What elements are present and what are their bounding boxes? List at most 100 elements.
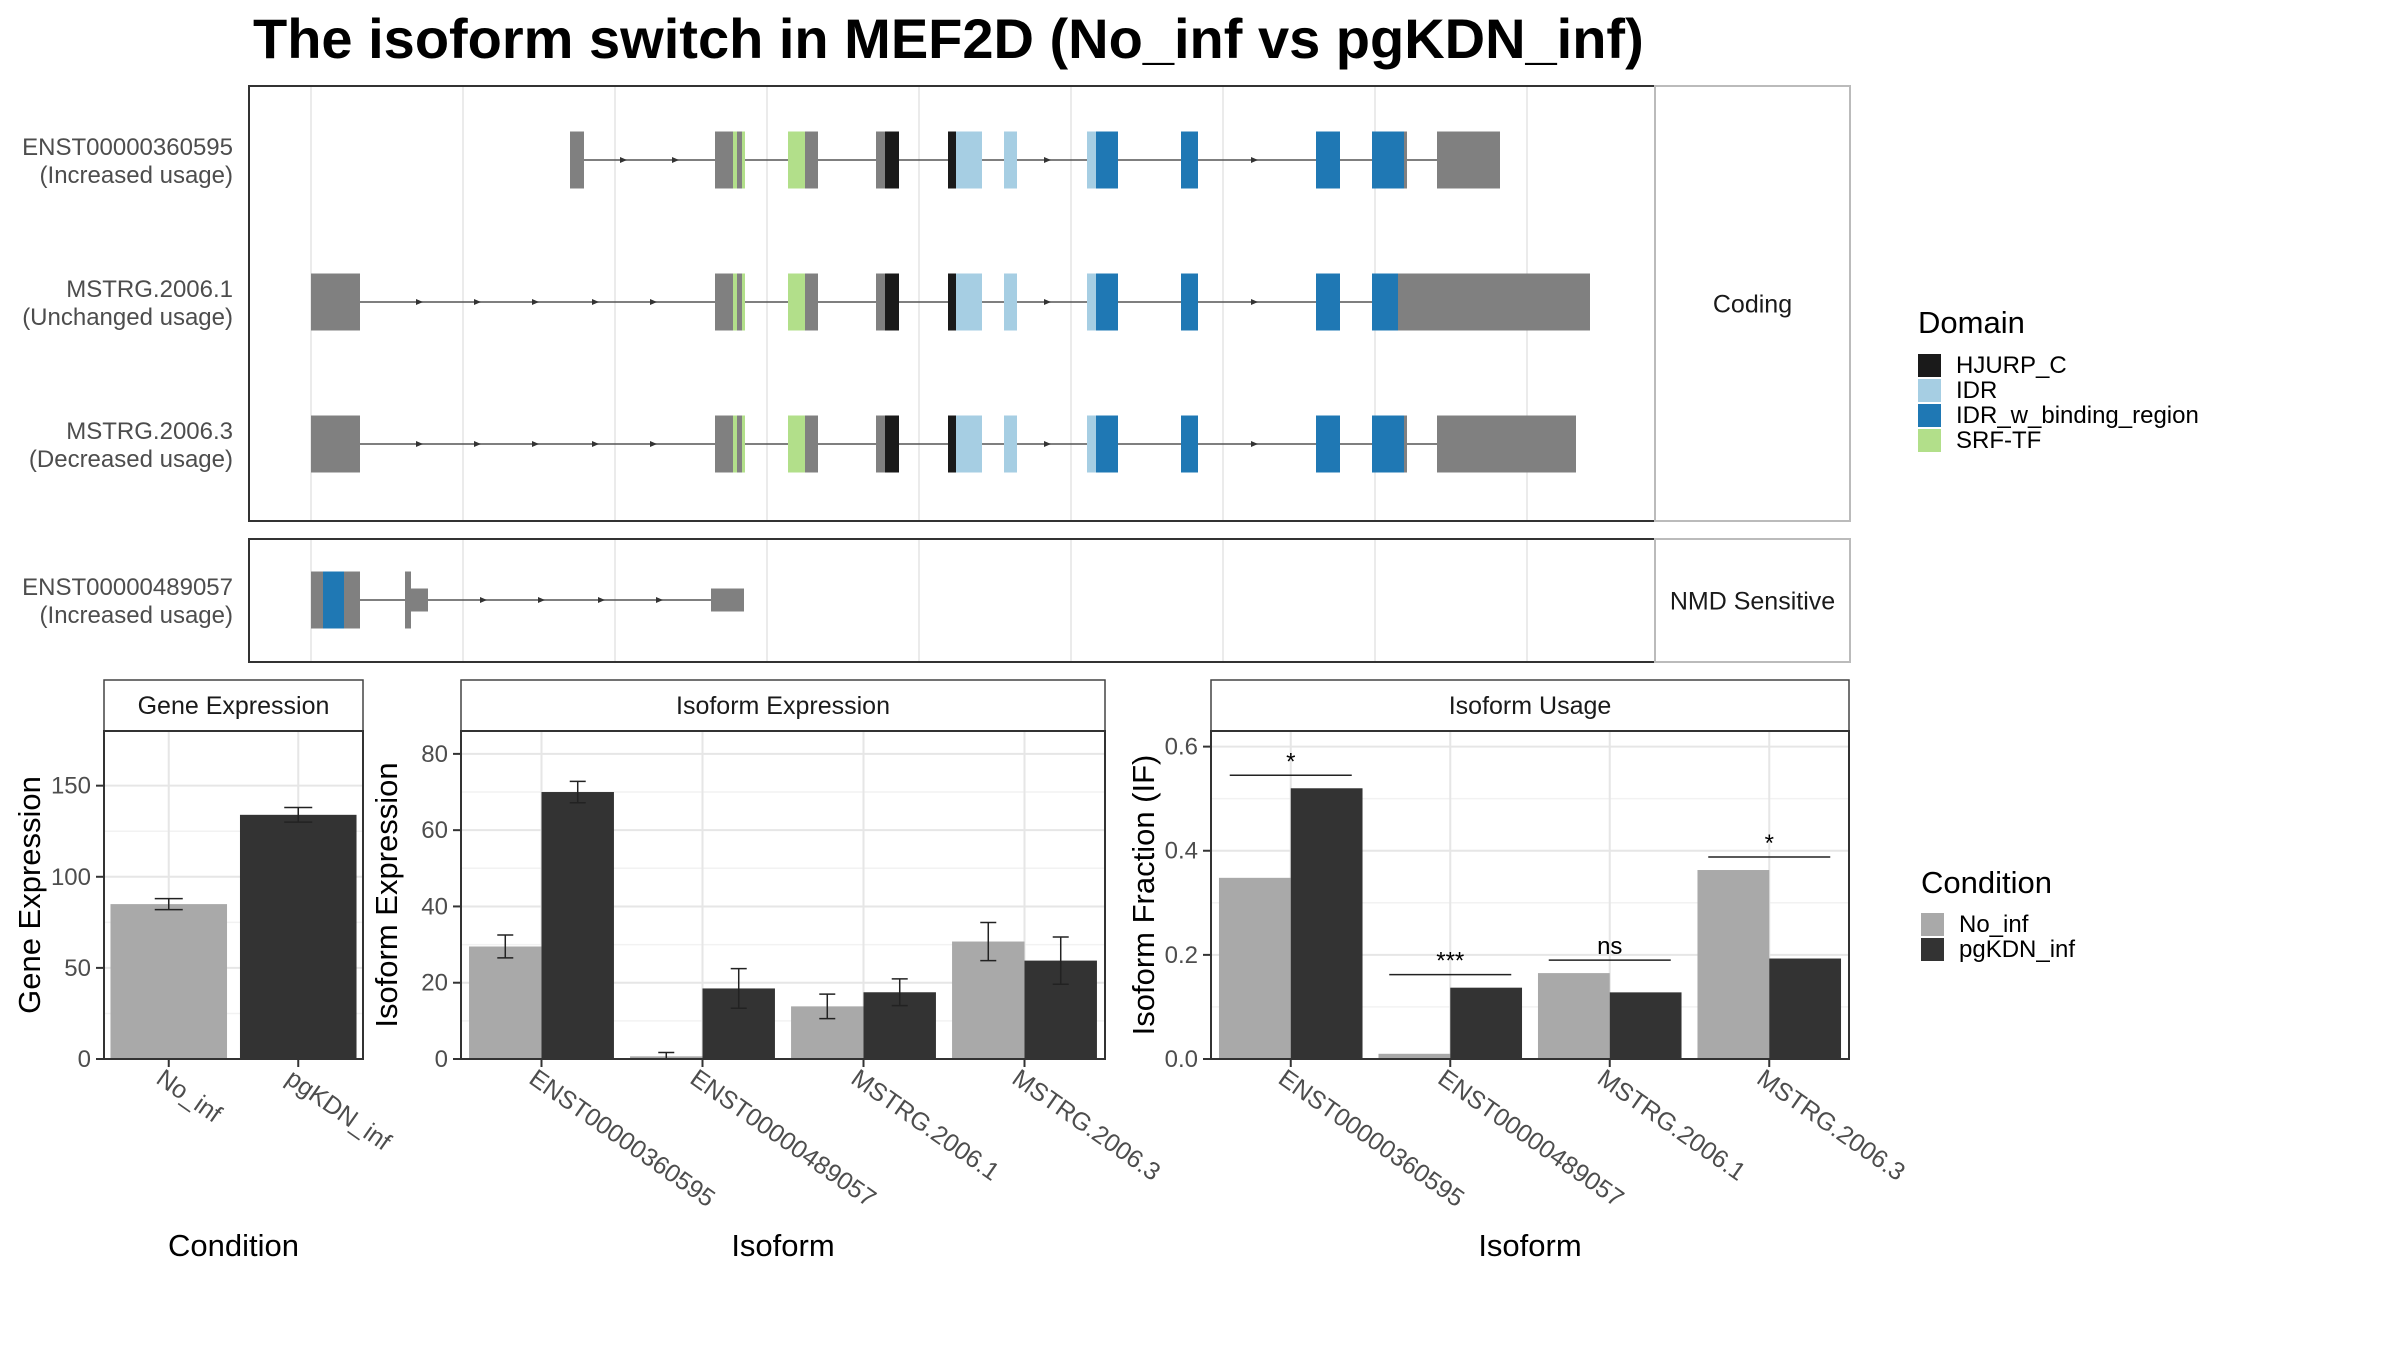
domain-IDR_w_binding_region bbox=[323, 571, 344, 629]
domain-legend: Domain HJURP_CIDRIDR_w_binding_regionSRF-… bbox=[1918, 305, 2199, 454]
strand-arrow bbox=[592, 299, 599, 305]
y-tick-label: 0.4 bbox=[1165, 838, 1198, 865]
domain-legend-key bbox=[1918, 429, 1941, 452]
bar-No_inf bbox=[110, 904, 228, 1059]
domain-legend-key bbox=[1918, 404, 1941, 427]
transcript-usage: (Increased usage) bbox=[40, 162, 233, 189]
panel-2: Isoform Usage****ns*0.00.20.40.6ENST0000… bbox=[1126, 679, 1910, 1263]
exon bbox=[1398, 273, 1590, 331]
domain-legend-label: HJURP_C bbox=[1956, 352, 2067, 379]
x-tick-label: MSTRG.2006.3 bbox=[1007, 1064, 1165, 1187]
domain-legend-label: IDR bbox=[1956, 377, 1997, 404]
exon bbox=[737, 273, 742, 331]
exon bbox=[570, 131, 584, 189]
domain-IDR_w_binding_region bbox=[1372, 415, 1404, 473]
exon bbox=[715, 131, 733, 189]
exon bbox=[1437, 131, 1442, 189]
y-tick-label: 60 bbox=[421, 817, 448, 844]
exon bbox=[711, 588, 744, 612]
domain-SRF-TF bbox=[788, 415, 805, 473]
bar-No_inf bbox=[1378, 1053, 1451, 1059]
strand-arrow bbox=[620, 157, 627, 163]
y-tick-label: 0 bbox=[78, 1046, 91, 1073]
y-tick-label: 150 bbox=[51, 773, 91, 800]
domain-IDR_w_binding_region bbox=[1372, 131, 1404, 189]
panel-1: Isoform Expression020406080ENST000003605… bbox=[369, 679, 1165, 1263]
strand-arrow bbox=[474, 299, 481, 305]
bar-pgKDN_inf bbox=[1290, 788, 1363, 1059]
exon bbox=[411, 588, 428, 612]
bar-No_inf bbox=[1697, 870, 1770, 1059]
transcript-MSTRG.2006.3 bbox=[311, 415, 1576, 473]
exon bbox=[1404, 131, 1407, 189]
transcript-MSTRG.2006.1 bbox=[311, 273, 1590, 331]
transcript-name: ENST00000360595 bbox=[22, 134, 233, 161]
domain-IDR bbox=[1004, 131, 1017, 189]
plot-border bbox=[460, 730, 1106, 1060]
domain-HJURP_C bbox=[885, 415, 899, 473]
strand-arrow bbox=[474, 441, 481, 447]
transcript-usage: (Decreased usage) bbox=[29, 446, 233, 473]
domain-IDR bbox=[956, 131, 982, 189]
bar-pgKDN_inf bbox=[541, 792, 614, 1059]
y-tick-label: 20 bbox=[421, 970, 448, 997]
y-tick-label: 0 bbox=[435, 1046, 448, 1073]
strand-arrow bbox=[650, 299, 657, 305]
y-axis-title: Isoform Expression bbox=[369, 762, 404, 1027]
domain-legend-key bbox=[1918, 354, 1941, 377]
domain-IDR_w_binding_region bbox=[1316, 131, 1340, 189]
domain-IDR bbox=[1004, 273, 1017, 331]
exon bbox=[715, 415, 733, 473]
domain-HJURP_C bbox=[948, 131, 956, 189]
domain-IDR bbox=[1087, 131, 1096, 189]
domain-IDR_w_binding_region bbox=[1181, 131, 1198, 189]
exon bbox=[715, 273, 733, 331]
transcript-usage: (Unchanged usage) bbox=[22, 304, 233, 331]
domain-IDR_w_binding_region bbox=[1316, 273, 1340, 331]
exon bbox=[737, 131, 742, 189]
transcript-usage: (Increased usage) bbox=[40, 602, 233, 629]
bar-pgKDN_inf bbox=[239, 814, 357, 1059]
x-tick-label: MSTRG.2006.3 bbox=[1752, 1064, 1910, 1187]
exon bbox=[805, 415, 818, 473]
condition-legend-title: Condition bbox=[1921, 865, 2052, 900]
plot-border bbox=[103, 730, 364, 1060]
condition-legend-label: pgKDN_inf bbox=[1959, 936, 2075, 963]
exon bbox=[737, 415, 742, 473]
significance-label: * bbox=[1286, 748, 1295, 775]
bar-panels: Gene Expression 0 50 100 150 No_inf pgKDN_inf C… bbox=[12, 679, 1910, 1263]
y-tick-label: 50 bbox=[64, 955, 91, 982]
x-axis-title: Isoform bbox=[1478, 1228, 1581, 1263]
x-tick-label: MSTRG.2006.1 bbox=[846, 1064, 1004, 1187]
exon bbox=[1442, 131, 1500, 189]
domain-legend-label: IDR_w_binding_region bbox=[1956, 402, 2199, 429]
transcript-name: MSTRG.2006.3 bbox=[66, 418, 233, 445]
x-axis-title: Condition bbox=[168, 1228, 299, 1263]
condition-legend-key bbox=[1921, 938, 1944, 961]
strand-arrow bbox=[598, 597, 605, 603]
transcript-ENST00000360595 bbox=[570, 131, 1500, 189]
y-axis-title: Isoform Fraction (IF) bbox=[1126, 755, 1161, 1036]
strand-arrow bbox=[1251, 441, 1258, 447]
strand-arrow bbox=[672, 157, 679, 163]
strand-arrow bbox=[416, 299, 423, 305]
y-tick-label: 0.2 bbox=[1165, 942, 1198, 969]
strand-arrow bbox=[1044, 157, 1051, 163]
facet-strip bbox=[1654, 538, 1851, 663]
exon bbox=[311, 273, 360, 331]
domain-HJURP_C bbox=[885, 273, 899, 331]
figure-title: The isoform switch in MEF2D (No_inf vs p… bbox=[253, 7, 1644, 70]
facet-strip bbox=[1654, 85, 1851, 522]
condition-legend-key bbox=[1921, 913, 1944, 936]
exon bbox=[876, 273, 885, 331]
bar-No_inf bbox=[1218, 877, 1291, 1059]
bar-pgKDN_inf bbox=[1450, 987, 1523, 1059]
strand-arrow bbox=[592, 441, 599, 447]
facet-label: Coding bbox=[1713, 291, 1792, 319]
strand-arrow bbox=[650, 441, 657, 447]
facet-label: NMD Sensitive bbox=[1670, 588, 1835, 616]
exon bbox=[405, 571, 411, 629]
domain-IDR bbox=[1087, 415, 1096, 473]
panel-strip-label: Gene Expression bbox=[138, 692, 330, 720]
